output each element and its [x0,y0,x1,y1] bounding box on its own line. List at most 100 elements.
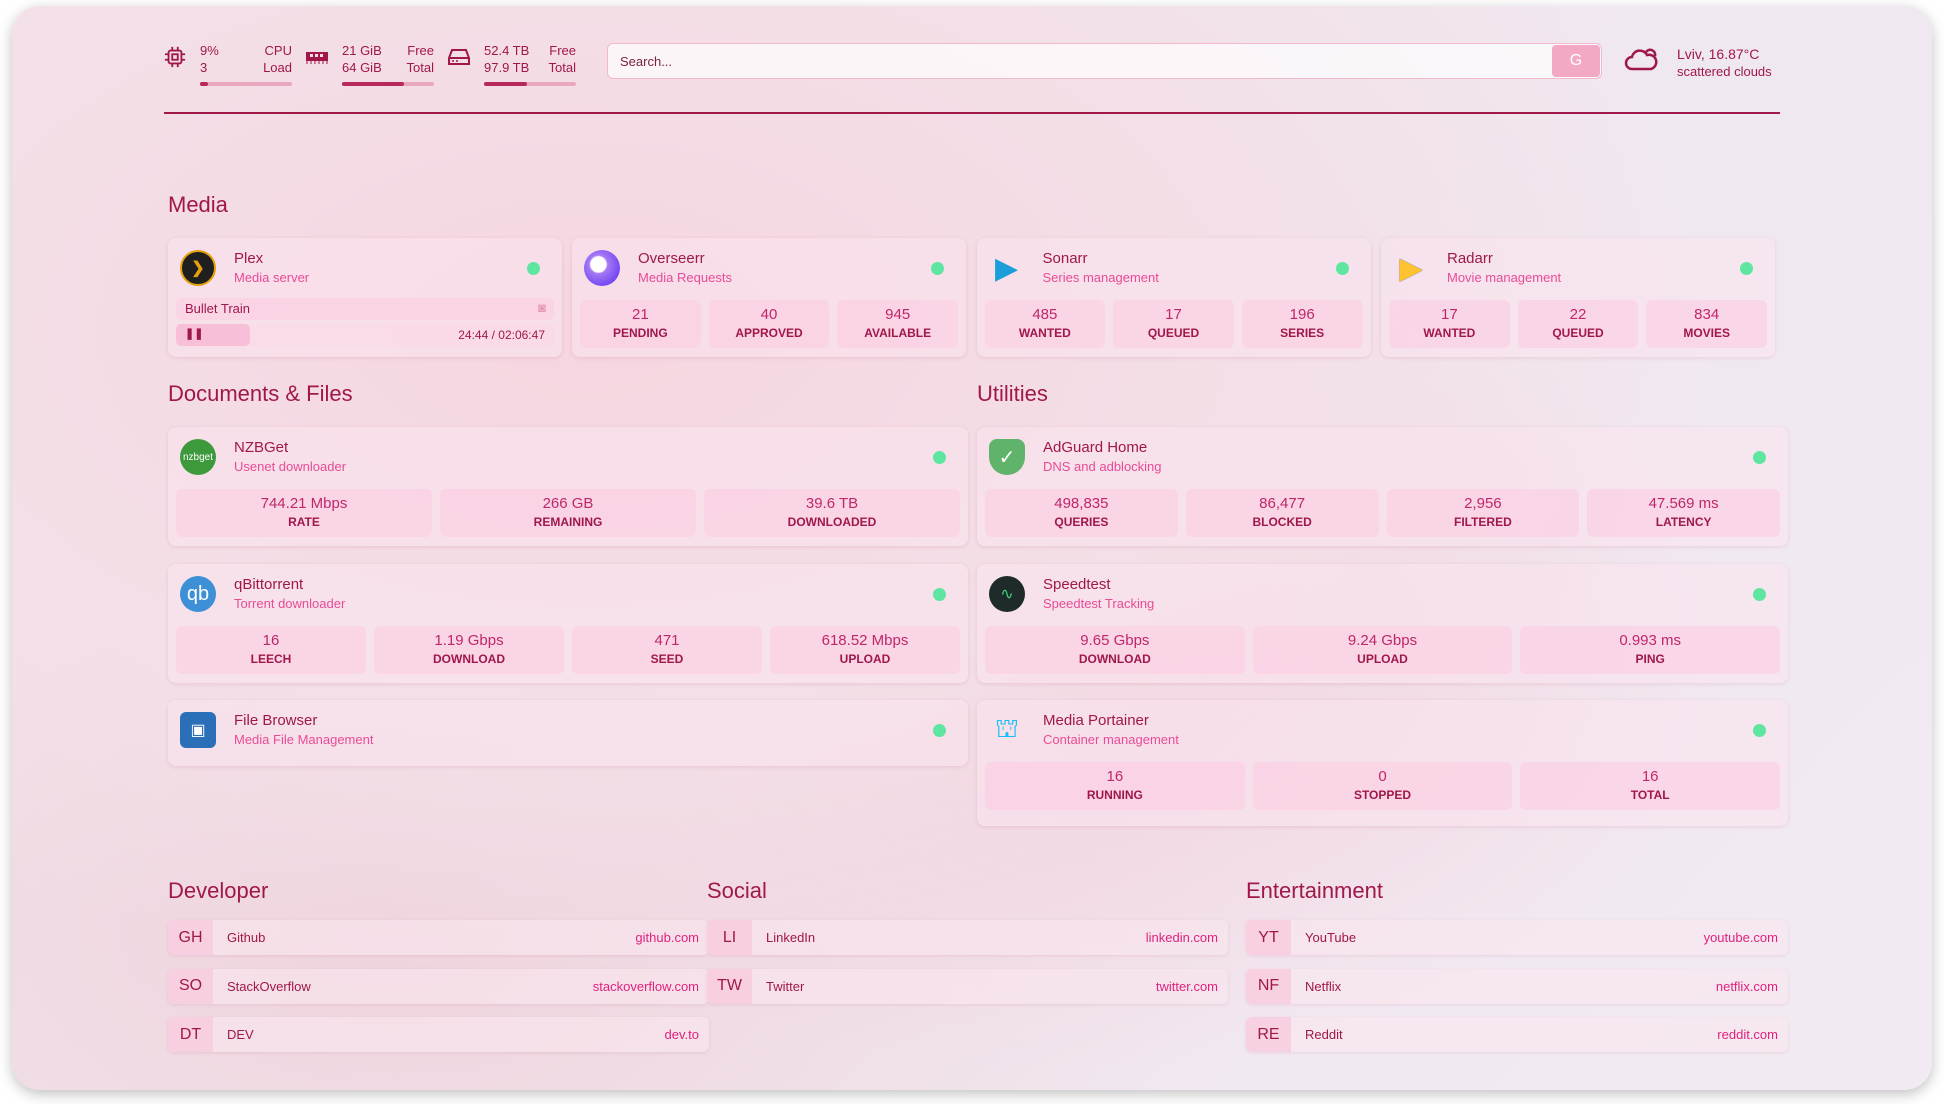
service-card-radarr[interactable]: ▶ Radarr Movie management 17 WANTED 22 QUEU… [1381,238,1775,357]
service-name: Radarr [1447,250,1493,267]
service-card-nzbget[interactable]: nzbget NZBGet Usenet downloader 744.21 M… [168,427,968,546]
service-description: Speedtest Tracking [1043,596,1155,611]
stat-label: QUEUED [1147,326,1200,340]
stat-block: 1.19 Gbps DOWNLOAD [374,626,564,674]
stat-value: 0.993 ms [1619,632,1682,649]
stat-label: DOWNLOAD [1078,652,1151,666]
bookmark-abbr: LI [707,920,752,955]
bookmark-github[interactable]: GH Github github.com [168,920,709,955]
disk-free: 52.4 TB [484,43,530,58]
memory-bar [342,82,434,86]
service-card-qbittorrent[interactable]: qb qBittorrent Torrent downloader 16 LEEC… [168,564,968,683]
service-card-media-portainer[interactable]: ⛫ Media Portainer Container management 1… [977,700,1788,826]
search-box: G [607,43,1602,79]
service-name: Media Portainer [1043,712,1149,729]
bookmark-url: stackoverflow.com [592,978,699,994]
bookmark-group-title: Social [707,878,767,903]
bookmark-linkedin[interactable]: LI LinkedIn linkedin.com [707,920,1228,955]
stat-value: 9.24 Gbps [1347,632,1418,649]
stat-block: 498,835 QUERIES [985,489,1178,537]
stat-block: 16 LEECH [176,626,366,674]
stat-block: 2,956 FILTERED [1386,489,1580,537]
search-input[interactable] [608,53,1552,69]
portainer-icon: ⛫ [995,712,1019,743]
status-dot [933,724,946,737]
service-card-plex[interactable]: ❯ Plex Media server Bullet Train ◙ ❚❚ 24:… [168,238,562,357]
status-dot [1753,451,1766,464]
stat-block: 21 PENDING [580,300,701,348]
stat-value: 39.6 TB [805,495,859,512]
bookmark-url: twitter.com [1155,978,1218,994]
stat-value: 498,835 [1054,495,1109,512]
stat-block: 9.65 Gbps DOWNLOAD [985,626,1245,674]
bookmark-name: Twitter [766,978,805,994]
bookmark-abbr: SO [168,968,213,1004]
search-provider-button[interactable]: G [1552,45,1600,77]
screen-icon: ◙ [538,300,546,315]
disk-total-label: Total [548,60,576,75]
service-stats: 17 WANTED 22 QUEUED 834 MOVIES [1389,300,1768,348]
weather-location: Lviv, 16.87°C [1677,46,1760,62]
disk-bar [484,82,576,86]
stat-value: 744.21 Mbps [260,495,348,512]
disk-free-label: Free [549,43,576,58]
cpu-cores: 3 [200,60,208,75]
bookmark-netflix[interactable]: NF Netflix netflix.com [1246,968,1788,1004]
service-name: Plex [234,250,264,267]
cpu-value: 9% [200,43,219,58]
disk-icon [448,49,470,65]
stat-value: 9.65 Gbps [1080,632,1150,649]
bookmark-abbr: NF [1246,968,1291,1004]
stat-label: WANTED [1018,326,1071,340]
stat-label: RUNNING [1086,788,1143,802]
stat-value: 945 [885,306,911,323]
bookmark-url: linkedin.com [1145,930,1218,945]
playback-time: 24:44 / 02:06:47 [458,328,545,342]
stat-label: DOWNLOAD [433,652,505,666]
service-card-file-browser[interactable]: ▣ File Browser Media File Management [168,700,968,766]
stat-value: 2,956 [1464,495,1502,512]
bookmark-dev[interactable]: DT DEV dev.to [168,1017,709,1052]
pause-icon[interactable]: ❚❚ [185,328,204,340]
service-stats: 9.65 Gbps DOWNLOAD 9.24 Gbps UPLOAD 0.993 ms… [985,626,1781,674]
stat-label: REMAINING [533,515,603,529]
service-card-overseerr[interactable]: Overseerr Media Requests 21 PENDING 40 APPR… [572,238,966,357]
nzbget-icon: nzbget [180,439,216,475]
stat-label: SERIES [1280,326,1325,340]
stat-label: BLOCKED [1252,515,1312,529]
bookmark-url: youtube.com [1703,930,1778,945]
bookmark-name: StackOverflow [227,978,311,994]
radarr-icon: ▶ [1399,251,1423,285]
stat-label: QUEUED [1552,326,1604,340]
service-name: Speedtest [1043,576,1111,593]
stat-label: UPLOAD [839,652,891,666]
bookmark-youtube[interactable]: YT YouTube youtube.com [1246,920,1788,955]
cpu-bar [200,82,292,86]
service-card-sonarr[interactable]: ▶ Sonarr Series management 485 WANTED 17 QU… [976,238,1371,357]
stat-label: WANTED [1423,326,1476,340]
status-dot [933,588,946,601]
bookmark-reddit[interactable]: RE Reddit reddit.com [1246,1017,1788,1052]
service-description: Movie management [1447,270,1562,285]
stat-label: MOVIES [1683,326,1731,340]
cpu-label: CPU [264,43,292,58]
service-stats: 16 LEECH 1.19 Gbps DOWNLOAD 471 SEED 618.52 Mb… [176,626,960,674]
stat-block: 17 QUEUED [1113,300,1234,348]
bookmark-url: dev.to [664,1027,699,1042]
playback-progress[interactable]: ❚❚ 24:44 / 02:06:47 [176,324,554,346]
memory-free: 21 GiB [342,43,382,58]
stat-value: 1.19 Gbps [434,632,504,649]
service-card-adguard-home[interactable]: ✓ AdGuard Home DNS and adblocking 498,83… [977,427,1788,546]
bookmark-name: DEV [227,1027,254,1042]
status-dot [527,262,540,275]
stat-block: 471 SEED [572,626,762,674]
service-description: Series management [1042,270,1159,285]
memory-total-label: Total [406,60,434,75]
bookmark-name: LinkedIn [766,930,816,945]
stat-label: SEED [650,652,684,666]
stat-block: 16 TOTAL [1520,762,1781,810]
bookmark-twitter[interactable]: TW Twitter twitter.com [707,968,1228,1004]
stat-block: 47.569 ms LATENCY [1587,489,1780,537]
bookmark-stackoverflow[interactable]: SO StackOverflow stackoverflow.com [168,968,709,1004]
service-card-speedtest[interactable]: ∿ Speedtest Speedtest Tracking 9.65 Gbps… [977,564,1788,683]
